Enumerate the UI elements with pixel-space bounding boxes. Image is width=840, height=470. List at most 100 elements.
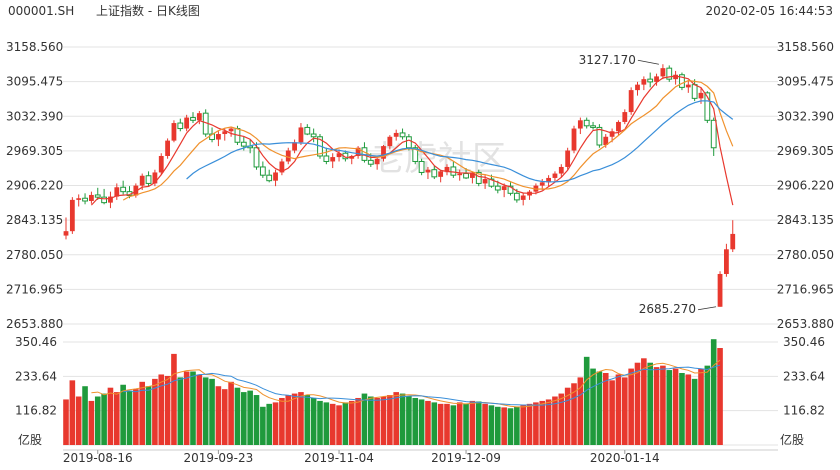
price-tick-label: 2780.050 [6, 248, 63, 262]
volume-bar [507, 408, 514, 445]
volume-bar [558, 393, 565, 445]
price-tick-label: 3032.390 [777, 109, 834, 123]
candle-body-up [285, 150, 291, 162]
candle-body-down [488, 178, 495, 187]
price-tick-label: 3158.560 [6, 40, 63, 54]
volume-bar [304, 395, 311, 445]
volume-bar [361, 393, 368, 445]
volume-axis-left: 350.46 233.64 116.82 [15, 335, 57, 418]
volume-tick-label: 116.82 [783, 404, 825, 418]
candle-body-up [165, 140, 170, 156]
candle-body-up [470, 172, 475, 178]
candle-body-up [558, 166, 564, 174]
candle-body-up [152, 172, 158, 184]
candle-body-up [330, 157, 336, 162]
candle-body-up [730, 233, 736, 250]
volume-bar [545, 399, 552, 445]
volume-bar [450, 405, 457, 445]
candle-body-up [381, 146, 386, 159]
price-tick-label: 2906.220 [6, 179, 63, 193]
candle-body-up [184, 117, 190, 129]
candle-body-up [546, 177, 551, 183]
candle-body-up [387, 136, 393, 147]
candle-body-down [310, 133, 317, 138]
header: 000001.SH 上证指数 - 日K线图 2020-02-05 16:44:5… [8, 3, 833, 18]
candle-body-down [494, 185, 501, 191]
price-tick-label: 3095.475 [6, 75, 63, 89]
volume-bar [215, 386, 222, 445]
candle-body-down [450, 166, 457, 176]
candle-body-up [482, 179, 488, 184]
volume-bar [704, 365, 711, 445]
candle-body-down [266, 174, 273, 182]
volume-bar [666, 370, 673, 445]
candle-body-down [710, 119, 717, 149]
price-tick-label: 2653.880 [6, 317, 63, 331]
volume-bar [602, 372, 609, 445]
price-tick-label: 3158.560 [777, 40, 834, 54]
volume-bar [622, 377, 628, 445]
annotation-high-label: 3127.170 [579, 53, 636, 67]
volume-bar [609, 380, 615, 445]
date-axis: 2019-08-16 2019-09-23 2019-11-04 2019-12-09… [63, 450, 660, 465]
volume-bar [82, 386, 88, 445]
candle-body-up [196, 113, 202, 121]
annotation-leader [697, 306, 717, 311]
candle-body-up [438, 171, 444, 177]
volume-bar [348, 400, 355, 445]
watermark: 老虎社区 [370, 139, 506, 179]
annotation-low-label: 2685.270 [639, 302, 696, 316]
volume-bar [228, 381, 234, 445]
volume-bar [596, 371, 603, 445]
annotation-leader [637, 59, 659, 65]
candle-body-up [622, 112, 628, 122]
candle-body-down [240, 141, 247, 147]
candle-body-up [520, 195, 526, 200]
candle-body-down [101, 196, 107, 204]
date-tick-label: 2019-11-04 [304, 451, 374, 465]
candle-body-down [399, 132, 406, 138]
volume-bar [310, 397, 317, 445]
candle-body-down [120, 186, 127, 193]
volume-ma-line-vma5 [91, 359, 721, 408]
ma-line-ma5 [90, 75, 734, 206]
volume-bar [425, 400, 431, 445]
candle-body-up [698, 92, 704, 99]
candle-body-down [418, 160, 425, 173]
candle-body-up [393, 132, 399, 137]
chart-title: 上证指数 - 日K线图 [96, 3, 200, 18]
candle-body-down [190, 117, 196, 121]
volume-bar [177, 377, 184, 445]
volume-tick-label: 233.64 [783, 369, 825, 383]
candle-body-up [457, 173, 463, 176]
volume-bar [63, 399, 69, 445]
volume-unit-right: 亿股 [780, 432, 804, 447]
volume-unit-left: 亿股 [18, 432, 42, 447]
candle-body-up [273, 172, 278, 181]
candle-body-up [552, 173, 558, 178]
volume-bar [698, 368, 704, 445]
volume-bar [552, 396, 558, 445]
volume-bar [717, 348, 723, 445]
date-tick-label: 2019-12-09 [431, 451, 501, 465]
candle-body-down [590, 125, 596, 128]
volume-bar [355, 397, 361, 445]
candle-body-down [463, 173, 469, 179]
volume-bar [647, 362, 653, 445]
candle-body-up [603, 136, 609, 146]
volume-bar [133, 389, 139, 445]
volume-bar [685, 374, 692, 445]
volume-bar [266, 403, 272, 445]
volume-bar [234, 387, 241, 445]
candle-body-down [704, 92, 711, 121]
volume-bar [329, 403, 336, 445]
candle-body-up [425, 169, 431, 173]
ma-line-ma20 [186, 100, 734, 183]
volume-bar [183, 371, 190, 445]
candle-body-down [253, 147, 260, 168]
candle-body-down [406, 136, 412, 149]
volume-bar [539, 400, 546, 445]
price-annotations: 3127.170 2685.270 [579, 53, 717, 316]
candle-body-up [673, 74, 678, 80]
candle-body-down [507, 185, 514, 194]
